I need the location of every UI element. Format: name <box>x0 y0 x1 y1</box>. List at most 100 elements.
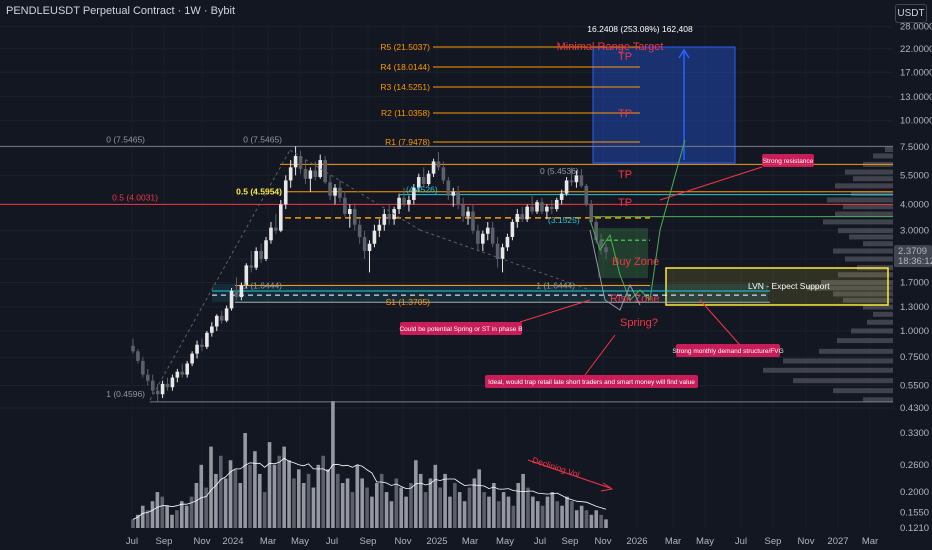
profile-bar <box>793 378 893 384</box>
volume-bar <box>316 464 321 528</box>
time-tick-label: Mar <box>462 536 478 547</box>
volume-profile <box>763 146 893 403</box>
time-tick-label: 2024 <box>222 536 243 547</box>
candle-body <box>589 204 594 222</box>
fib-label: 0.5 (4.0031) <box>112 192 158 202</box>
volume-bar <box>477 469 482 528</box>
price-tag-countdown: 18:36:12 <box>898 256 932 267</box>
candle-body <box>328 182 332 196</box>
volume-bar <box>267 442 272 528</box>
candle-body <box>367 243 372 252</box>
price-tick-label: 5.5000 <box>900 170 929 181</box>
time-tick-label: Sep <box>360 536 377 547</box>
price-axis[interactable]: 28.0000 22.0000 17.0000 13.0000 10.0000 7.500… <box>893 22 932 550</box>
candle-body <box>239 285 244 298</box>
candle-body <box>343 197 347 215</box>
volume-bar <box>233 469 238 528</box>
candle-body <box>451 191 456 196</box>
candle-body <box>402 197 406 205</box>
candle-body <box>141 360 145 375</box>
candle-body <box>485 227 490 234</box>
time-axis[interactable]: Jul Sep Nov 2024 Mar May Jul Sep Nov 2025 Mar May Ju… <box>126 536 878 547</box>
profile-bar <box>837 338 893 344</box>
volume-bar <box>462 501 467 528</box>
spring-pointer <box>519 299 591 323</box>
candle-body <box>530 206 534 212</box>
volume-bar <box>321 455 325 528</box>
candle-body <box>441 167 446 181</box>
candle-body <box>136 351 140 361</box>
time-tick-label: 2025 <box>426 536 447 547</box>
volume-bar <box>150 501 155 528</box>
volume-bars <box>131 401 608 528</box>
volume-bar <box>160 496 165 528</box>
volume-bar <box>184 505 189 528</box>
volume-bar <box>389 501 394 528</box>
time-tick-label: Nov <box>798 536 815 547</box>
volume-bar <box>531 496 535 528</box>
trap-note-box <box>485 375 698 388</box>
profile-bar <box>833 388 893 394</box>
volume-tick-label: 0.1210 <box>900 523 929 534</box>
volume-bar <box>584 510 589 528</box>
tp-label-2: TP <box>618 108 632 120</box>
volume-bar <box>272 464 277 528</box>
strong-resistance-note: Strong resistance <box>763 158 814 165</box>
volume-bar <box>506 496 511 528</box>
volume-bar <box>296 469 301 528</box>
candle-body <box>471 211 475 231</box>
volume-bar <box>492 483 496 528</box>
volume-bar <box>257 473 262 528</box>
profile-bar <box>807 285 893 291</box>
trap-note: Ideal, would trap retail late short trad… <box>488 379 695 386</box>
tp-label-4: TP <box>618 197 632 209</box>
lvn-support-box <box>665 267 889 306</box>
profile-bar <box>823 219 893 225</box>
candle-body <box>535 202 539 212</box>
risk-zone-label: Risk Zone <box>610 293 660 305</box>
volume-bar <box>560 505 564 528</box>
candle-body <box>461 204 465 217</box>
declining-vol-arrow <box>527 459 611 489</box>
price-tick-label: 3.0000 <box>900 226 929 237</box>
price-tick-label: 1.0000 <box>900 326 929 337</box>
volume-bar <box>175 510 179 528</box>
time-tick-label: Nov <box>595 536 612 547</box>
tp-label-1: TP <box>618 51 632 63</box>
volume-bar <box>248 464 252 528</box>
candles <box>131 146 608 402</box>
candle-body <box>298 155 303 169</box>
profile-bar <box>845 169 893 175</box>
candle-body <box>407 199 411 205</box>
candle-body <box>387 214 392 220</box>
candle-body <box>180 371 185 375</box>
currency-button[interactable]: USDT <box>895 4 927 23</box>
volume-bar <box>443 473 447 528</box>
candle-body <box>456 191 460 205</box>
volume-tick-label: 0.1550 <box>900 508 929 519</box>
measurement-label: 16.2408 (253.08%) 162,408 <box>587 24 693 34</box>
candle-body <box>436 161 441 168</box>
volume-bar <box>453 483 457 528</box>
profile-bar <box>838 228 893 234</box>
candle-body <box>195 344 199 354</box>
volume-bar <box>262 492 267 528</box>
volume-bar <box>482 492 486 528</box>
volume-bar <box>574 510 579 528</box>
profile-bar <box>851 328 893 334</box>
volume-bar <box>379 473 384 528</box>
volume-bar <box>365 487 369 528</box>
price-tick-label: 28.0000 <box>900 22 932 33</box>
fib-label: (4.4526) <box>406 185 438 195</box>
candle-body <box>352 209 357 225</box>
volume-bar <box>301 483 306 528</box>
volume-bar <box>155 492 160 528</box>
candle-body <box>205 332 209 347</box>
candle-body <box>347 209 352 215</box>
time-tick-label: Mar <box>862 536 878 547</box>
declining-vol-label: Declining Vol <box>531 455 581 480</box>
volume-bar <box>472 478 477 528</box>
fib-label: 0 (7.5465) <box>243 134 282 144</box>
volume-bar <box>243 433 247 528</box>
